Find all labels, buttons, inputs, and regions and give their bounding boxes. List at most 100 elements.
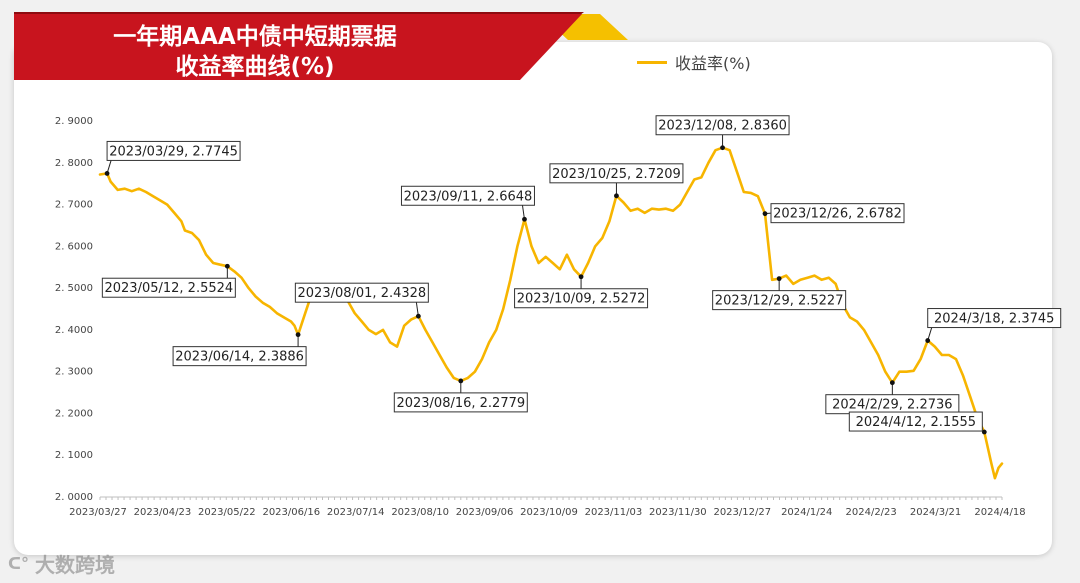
data-point bbox=[293, 324, 296, 327]
data-point bbox=[898, 370, 901, 373]
annotation-label: 2023/03/29, 2.7745 bbox=[109, 144, 238, 159]
annotation-point-marker bbox=[925, 338, 931, 343]
annotation-point-marker bbox=[295, 332, 301, 338]
annotation-box bbox=[655, 115, 790, 136]
data-point bbox=[714, 149, 717, 152]
data-point bbox=[360, 320, 363, 323]
data-point bbox=[948, 354, 950, 356]
annotation-point-marker bbox=[415, 313, 421, 319]
yield-series-line bbox=[98, 146, 1004, 480]
annotation-point-marker bbox=[104, 171, 110, 176]
data-point bbox=[742, 191, 745, 193]
y-tick-label: 2. 1000 bbox=[55, 450, 93, 461]
annotation-point-marker bbox=[776, 276, 782, 282]
legend-line-swatch bbox=[637, 60, 667, 64]
data-point bbox=[693, 178, 696, 181]
data-point bbox=[138, 187, 140, 190]
data-point bbox=[254, 295, 257, 298]
data-point bbox=[962, 375, 964, 377]
y-tick-label: 2. 5000 bbox=[55, 283, 93, 294]
annotation-box bbox=[549, 163, 684, 184]
data-point bbox=[152, 195, 154, 197]
title-line-2: 收益率曲线(%) bbox=[175, 54, 335, 80]
data-point bbox=[276, 312, 278, 314]
annotation-label: 2023/05/12, 2.5524 bbox=[104, 281, 233, 296]
data-point bbox=[608, 220, 611, 223]
data-point bbox=[955, 358, 957, 360]
x-tick-label: 2023/07/14 bbox=[327, 507, 385, 518]
data-point bbox=[431, 341, 434, 344]
data-point bbox=[806, 276, 809, 279]
data-point bbox=[856, 320, 858, 323]
data-point bbox=[933, 345, 936, 348]
watermark-text: 大数跨境 bbox=[35, 553, 116, 577]
data-point bbox=[537, 262, 540, 264]
data-point bbox=[573, 268, 575, 271]
x-tick-label: 2023/06/16 bbox=[262, 507, 320, 518]
annotation-point-marker bbox=[458, 378, 464, 384]
data-point bbox=[159, 199, 161, 202]
data-point bbox=[834, 283, 837, 285]
data-point bbox=[735, 170, 738, 172]
data-point bbox=[396, 345, 398, 348]
data-point bbox=[145, 191, 147, 193]
annotation-box bbox=[848, 411, 983, 432]
annotation-label: 2024/3/18, 2.3745 bbox=[934, 312, 1054, 327]
data-point bbox=[919, 358, 922, 360]
data-point bbox=[198, 239, 200, 241]
data-point bbox=[290, 320, 292, 323]
data-point bbox=[109, 180, 112, 183]
brand-logo-icon: ᑕ° bbox=[8, 554, 30, 573]
annotation-box bbox=[927, 308, 1062, 329]
data-point bbox=[622, 201, 625, 204]
y-tick-label: 2. 6000 bbox=[55, 241, 93, 252]
data-point bbox=[410, 318, 413, 321]
x-tick-label: 2023/04/23 bbox=[134, 507, 192, 518]
annotation-point-marker bbox=[578, 274, 584, 280]
data-point bbox=[707, 161, 710, 164]
data-point bbox=[424, 329, 427, 331]
annotation-label: 2023/10/09, 2.5272 bbox=[517, 292, 646, 307]
data-point bbox=[240, 276, 243, 279]
data-point bbox=[912, 370, 915, 372]
y-tick-label: 2. 4000 bbox=[55, 325, 93, 336]
x-tick-label: 2023/12/27 bbox=[713, 507, 771, 518]
data-point bbox=[173, 212, 176, 214]
annotation-label: 2024/4/12, 2.1555 bbox=[856, 415, 976, 430]
y-tick-label: 2. 0000 bbox=[55, 492, 93, 503]
y-tick-label: 2. 2000 bbox=[55, 408, 93, 419]
data-point bbox=[502, 308, 505, 310]
annotation-label: 2023/12/26, 2.6782 bbox=[773, 207, 902, 222]
watermark: ᑕ° 大数跨境 bbox=[8, 549, 115, 578]
data-point bbox=[905, 370, 908, 373]
data-point bbox=[375, 333, 377, 335]
x-tick-label: 2023/09/06 bbox=[456, 507, 514, 518]
data-point bbox=[728, 149, 731, 152]
data-point bbox=[233, 270, 236, 273]
data-point bbox=[559, 268, 561, 271]
data-point bbox=[304, 312, 306, 314]
data-point bbox=[665, 207, 667, 210]
x-tick-label: 2024/1/24 bbox=[781, 507, 832, 518]
y-tick-label: 2. 8000 bbox=[55, 158, 93, 169]
data-point bbox=[368, 329, 370, 331]
data-point bbox=[813, 274, 816, 277]
annotation-box bbox=[106, 140, 241, 161]
data-point bbox=[389, 341, 391, 344]
data-point bbox=[131, 190, 133, 192]
data-point bbox=[268, 306, 271, 308]
data-point bbox=[382, 329, 384, 331]
title-banner bbox=[14, 12, 628, 80]
data-point bbox=[629, 210, 632, 212]
y-tick-label: 2. 3000 bbox=[55, 367, 93, 378]
x-tick-label: 2024/2/23 bbox=[846, 507, 897, 518]
data-point bbox=[509, 278, 512, 281]
x-tick-label: 2023/05/22 bbox=[198, 507, 256, 518]
annotation-box bbox=[101, 277, 236, 298]
data-point bbox=[261, 301, 264, 304]
banner-red bbox=[14, 14, 582, 80]
data-point bbox=[700, 176, 703, 179]
data-point bbox=[679, 203, 681, 206]
data-point bbox=[651, 207, 653, 210]
